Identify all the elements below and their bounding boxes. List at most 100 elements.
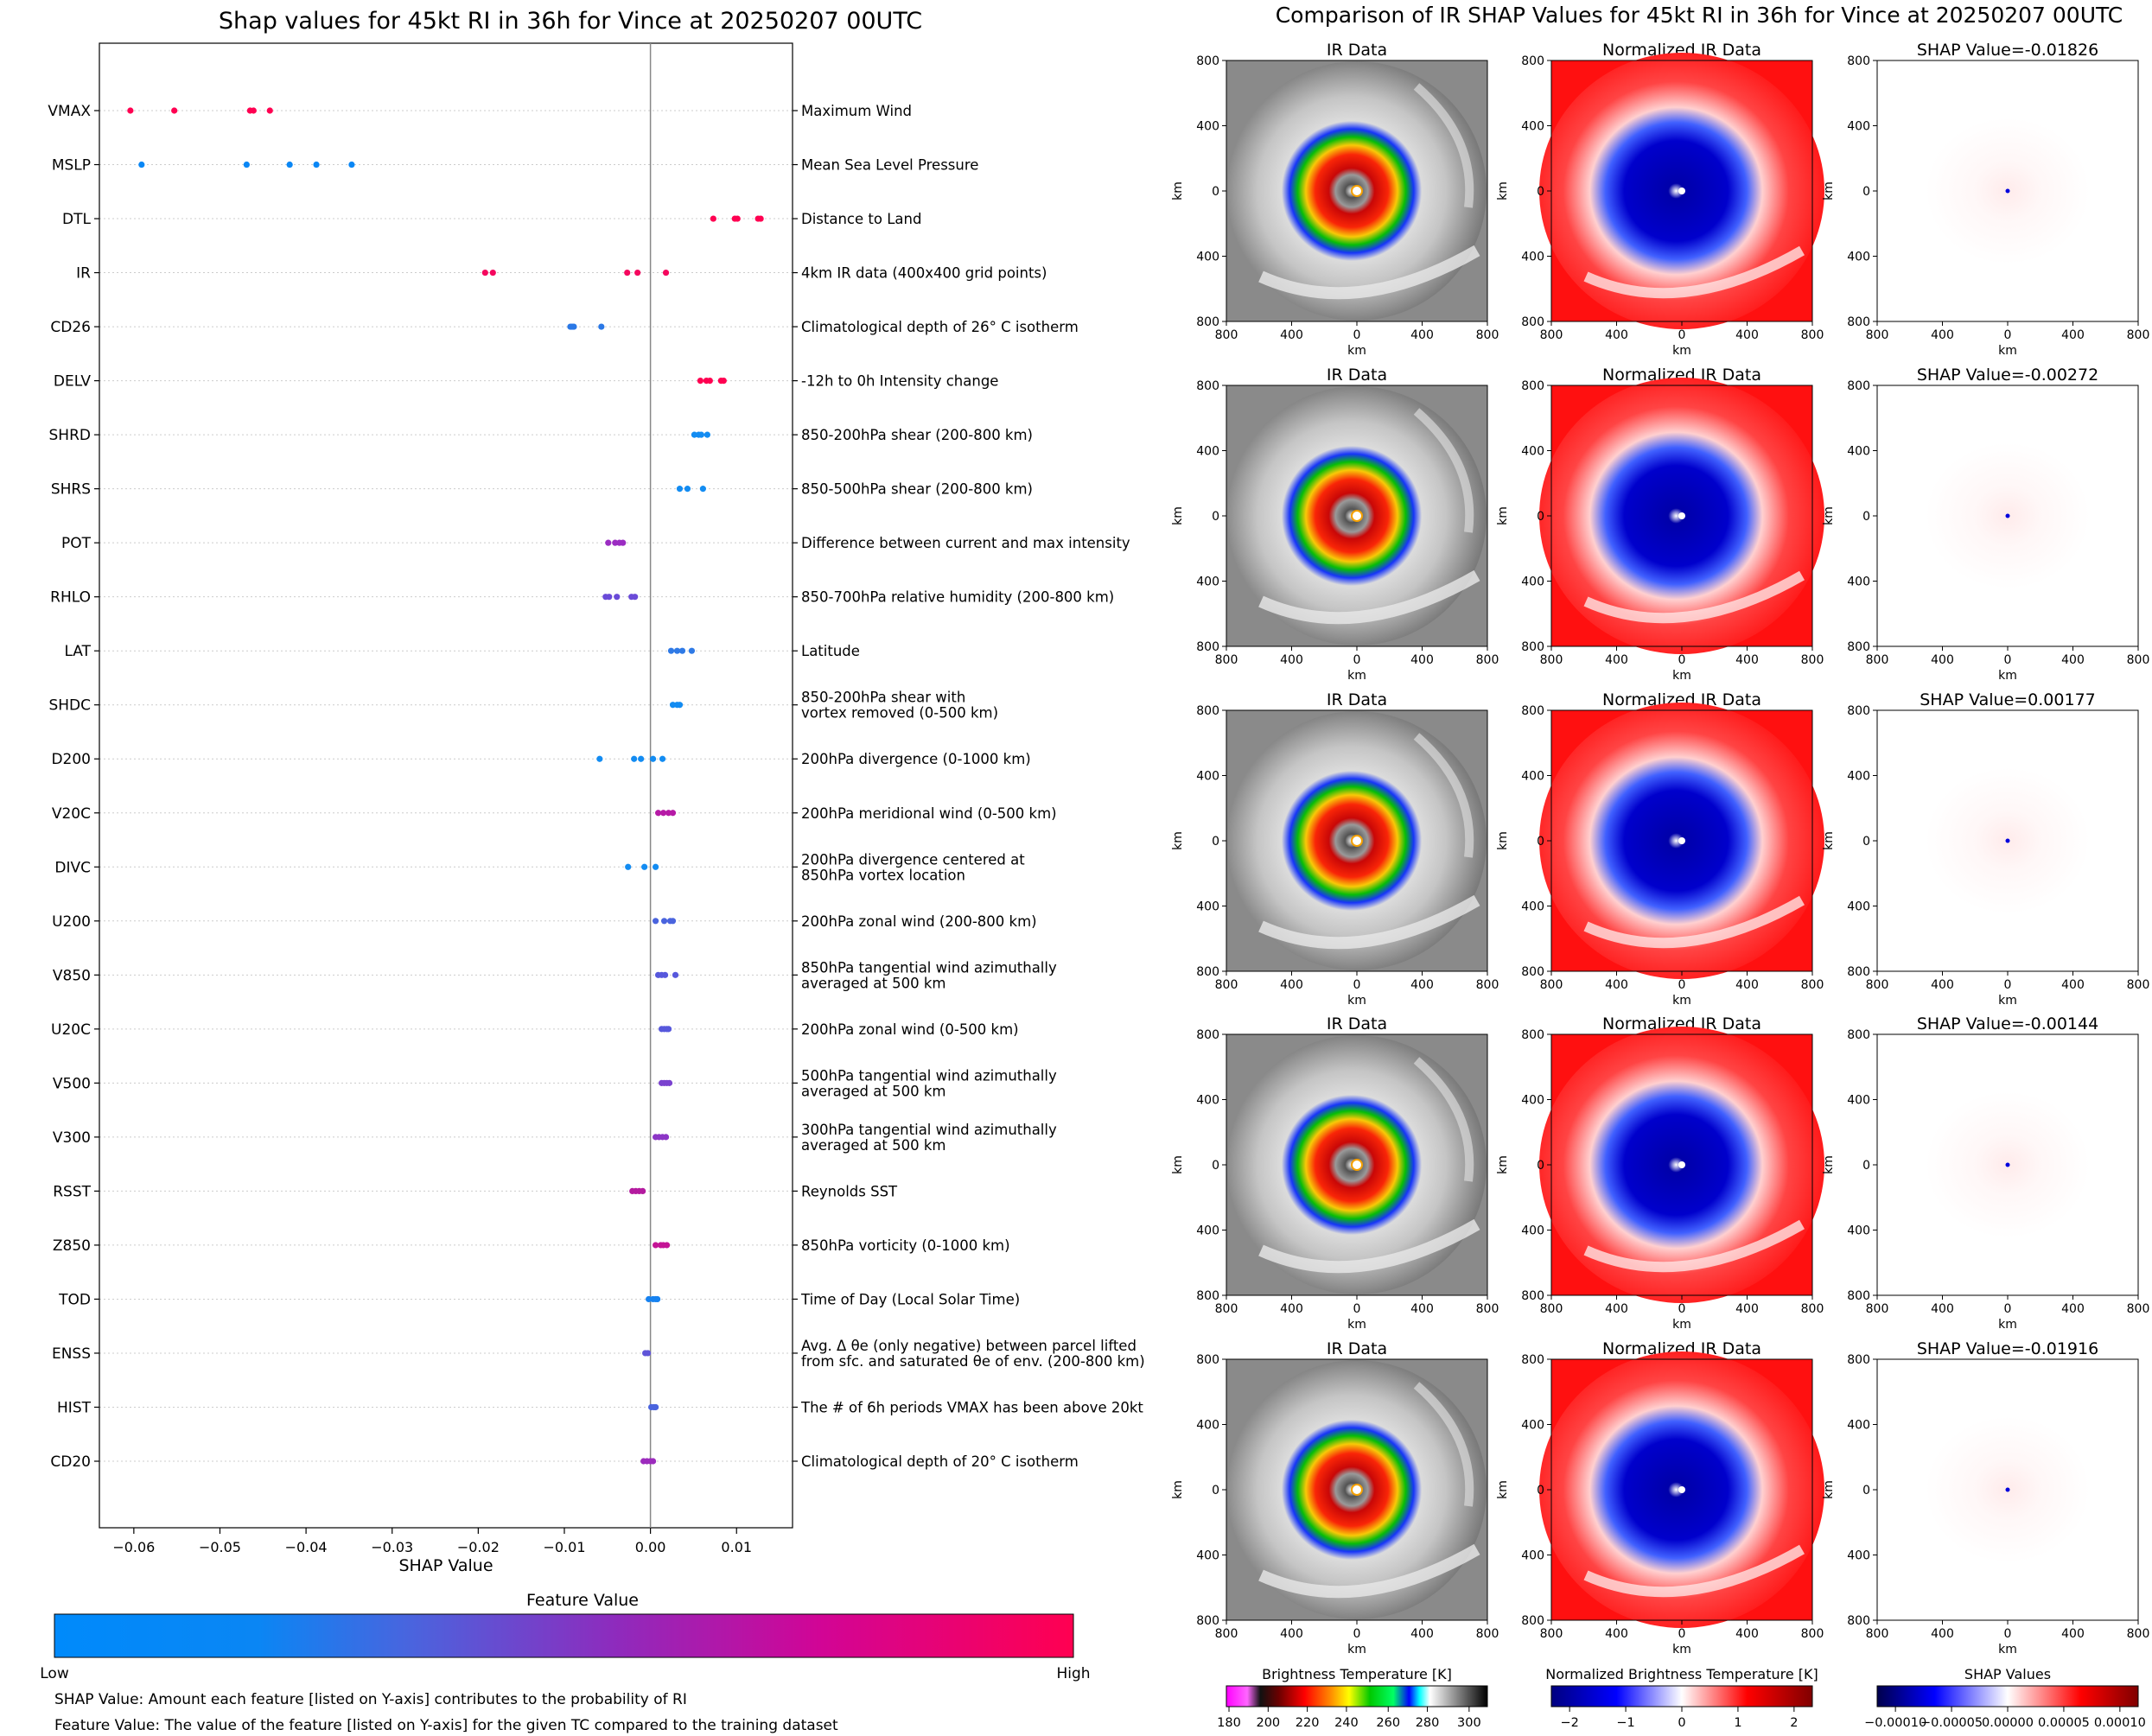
feature-description: 850hPa tangential wind azimuthally	[801, 959, 1057, 976]
x-axis-tick-label: 400	[1931, 1302, 1954, 1316]
footnote-shap: SHAP Value: Amount each feature [listed …	[54, 1691, 687, 1708]
y-axis-label: km	[1171, 1155, 1185, 1174]
x-axis-tick-label: 400	[1280, 1627, 1303, 1641]
feature-description: 200hPa divergence centered at	[801, 851, 1025, 868]
ir-data-title: IR Data	[1327, 1339, 1387, 1358]
y-axis-tick-label: 400	[1847, 120, 1870, 134]
y-axis-tick-label: 800	[1847, 1353, 1870, 1367]
feature-name: ENSS	[52, 1345, 91, 1363]
x-axis-tick-label: 400	[1605, 978, 1628, 992]
shap-image	[1877, 710, 2138, 971]
feature-description: 200hPa divergence (0-1000 km)	[801, 751, 1031, 767]
y-axis-tick-label: 800	[1196, 315, 1219, 329]
y-axis-tick-label: 0	[1212, 1159, 1219, 1173]
x-axis-tick-label: 400	[1410, 328, 1434, 342]
shap-image	[1877, 385, 2138, 646]
ir-row: IR Data80080040040000400400800800kmkmNor…	[1171, 1339, 2149, 1657]
shap-point	[669, 702, 677, 709]
shap-point	[646, 1295, 653, 1303]
shap-point	[706, 378, 713, 385]
shap-point	[676, 486, 684, 493]
y-axis-tick-label: 800	[1521, 1289, 1544, 1303]
ir-colorbar-title: Brightness Temperature [K]	[1262, 1666, 1452, 1682]
feature-gridlines	[99, 110, 793, 1462]
y-axis-tick-label: 400	[1196, 445, 1219, 459]
feature-name: V300	[53, 1129, 91, 1147]
y-axis-tick-label: 400	[1521, 900, 1544, 914]
x-axis-tick-label: 800	[2127, 978, 2150, 992]
feature-description: 500hPa tangential wind azimuthally	[801, 1067, 1057, 1084]
y-axis-tick-label: 400	[1521, 120, 1544, 134]
colorbar-tick-label: 2	[1790, 1716, 1798, 1730]
shap-point	[638, 755, 645, 762]
shap-point	[598, 323, 605, 330]
y-axis-label: km	[1496, 1155, 1510, 1174]
feature-description: Maximum Wind	[801, 103, 912, 119]
shap-point	[663, 1242, 671, 1249]
y-axis-label: km	[1496, 831, 1510, 850]
shap-point	[640, 1187, 646, 1194]
x-axis-tick-label: 800	[1801, 1302, 1824, 1316]
feature-description: 850-200hPa shear with	[801, 690, 965, 706]
y-axis-label: km	[1171, 506, 1185, 525]
y-axis-tick-label: 800	[1196, 965, 1219, 979]
feature-description: Climatological depth of 26° C isotherm	[801, 319, 1079, 335]
y-axis-label: km	[1171, 831, 1185, 850]
x-axis-tick-label: 800	[1215, 653, 1238, 667]
x-tick-label: −0.04	[285, 1539, 328, 1555]
colorbar-tick-label: −2	[1560, 1716, 1578, 1730]
y-axis-tick-label: 0	[1862, 835, 1870, 849]
feature-description: Mean Sea Level Pressure	[801, 157, 978, 174]
y-axis-tick-label: 400	[1196, 1224, 1219, 1238]
shap-point	[127, 107, 134, 114]
y-axis-tick-label: 400	[1521, 770, 1544, 784]
x-axis-tick-label: 400	[1931, 328, 1954, 342]
x-axis-tick-label: 400	[1605, 1302, 1628, 1316]
x-axis-tick-label: 0	[1353, 1302, 1361, 1316]
y-axis-tick-label: 800	[1196, 379, 1219, 393]
feature-name: HIST	[57, 1399, 92, 1416]
x-axis-tick-label: 400	[2061, 978, 2085, 992]
x-axis-label: km	[1672, 1318, 1691, 1332]
x-axis-label: km	[1347, 344, 1366, 358]
feature-name: Z850	[53, 1237, 91, 1255]
x-axis-ticks: −0.06 −0.05 −0.04 −0.03 −0.02 −0.01 0.00 0.01	[112, 1528, 752, 1555]
feature-name: D200	[51, 751, 91, 768]
shap-point	[734, 215, 741, 222]
shap-point	[688, 647, 696, 654]
shap-point	[243, 161, 250, 169]
feature-description: Difference between current and max inten…	[801, 535, 1130, 551]
shap-point	[672, 971, 679, 978]
shap-point	[171, 107, 178, 114]
ir-data-title: IR Data	[1327, 366, 1387, 385]
x-axis-tick-label: 800	[2127, 328, 2150, 342]
feature-name: IR	[76, 265, 91, 283]
y-axis-tick-label: 800	[1521, 1353, 1544, 1367]
shap-point	[606, 594, 613, 601]
x-axis-tick-label: 400	[1735, 978, 1759, 992]
normalized-ir-title: Normalized IR Data	[1602, 1014, 1761, 1033]
shap-point	[614, 594, 621, 601]
x-axis-label: km	[1998, 344, 2017, 358]
shap-point	[704, 431, 710, 438]
feature-description: 200hPa zonal wind (200-800 km)	[801, 913, 1037, 930]
feature-description: 850-500hPa shear (200-800 km)	[801, 481, 1033, 498]
feature-name: RSST	[53, 1183, 91, 1200]
x-axis-label: km	[1347, 1643, 1366, 1657]
x-tick-label: −0.03	[371, 1539, 413, 1555]
x-axis-label: km	[1998, 1643, 2017, 1657]
feature-description: Time of Day (Local Solar Time)	[800, 1291, 1020, 1307]
shap-point	[652, 863, 659, 870]
y-axis-label: km	[1171, 181, 1185, 200]
ir-image	[1226, 385, 1487, 646]
feature-name: V850	[53, 967, 91, 984]
footnote-feature: Feature Value: The value of the feature …	[54, 1717, 838, 1734]
feature-name: CD20	[50, 1453, 91, 1471]
y-axis-label: km	[1496, 1480, 1510, 1499]
x-axis-label: km	[1672, 344, 1691, 358]
feature-name: POT	[61, 535, 92, 552]
y-axis-tick-label: 800	[1847, 1289, 1870, 1303]
x-tick-label: −0.06	[112, 1539, 155, 1555]
feature-description: 850hPa vortex location	[801, 867, 965, 883]
x-axis-tick-label: 400	[1410, 653, 1434, 667]
